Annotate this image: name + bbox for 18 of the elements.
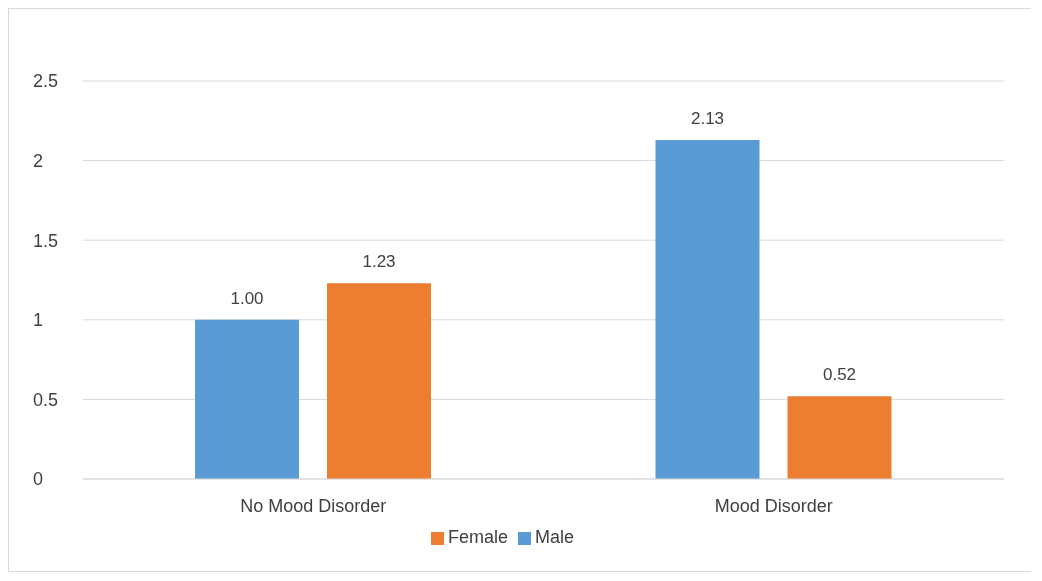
bar [195, 319, 299, 479]
y-tick-label: 1 [33, 310, 44, 331]
bar [655, 139, 760, 479]
y-tick-label: 0 [33, 469, 44, 490]
legend-label: Male [535, 527, 575, 547]
x-tick-label: Mood Disorder [714, 495, 833, 516]
bar [327, 283, 431, 479]
data-label: 1.23 [362, 252, 396, 272]
data-label: 1.00 [230, 288, 264, 308]
data-label: 2.13 [690, 108, 725, 128]
y-tick-label: 0.5 [33, 389, 59, 410]
y-tick-label: 2 [33, 150, 44, 171]
legend-label: Female [447, 527, 508, 547]
bar [787, 396, 892, 479]
x-tick-label: No Mood Disorder [240, 495, 387, 516]
y-tick-label: 1.5 [33, 230, 59, 251]
y-tick-label: 2.5 [33, 71, 59, 92]
data-label: 0.52 [822, 365, 857, 385]
